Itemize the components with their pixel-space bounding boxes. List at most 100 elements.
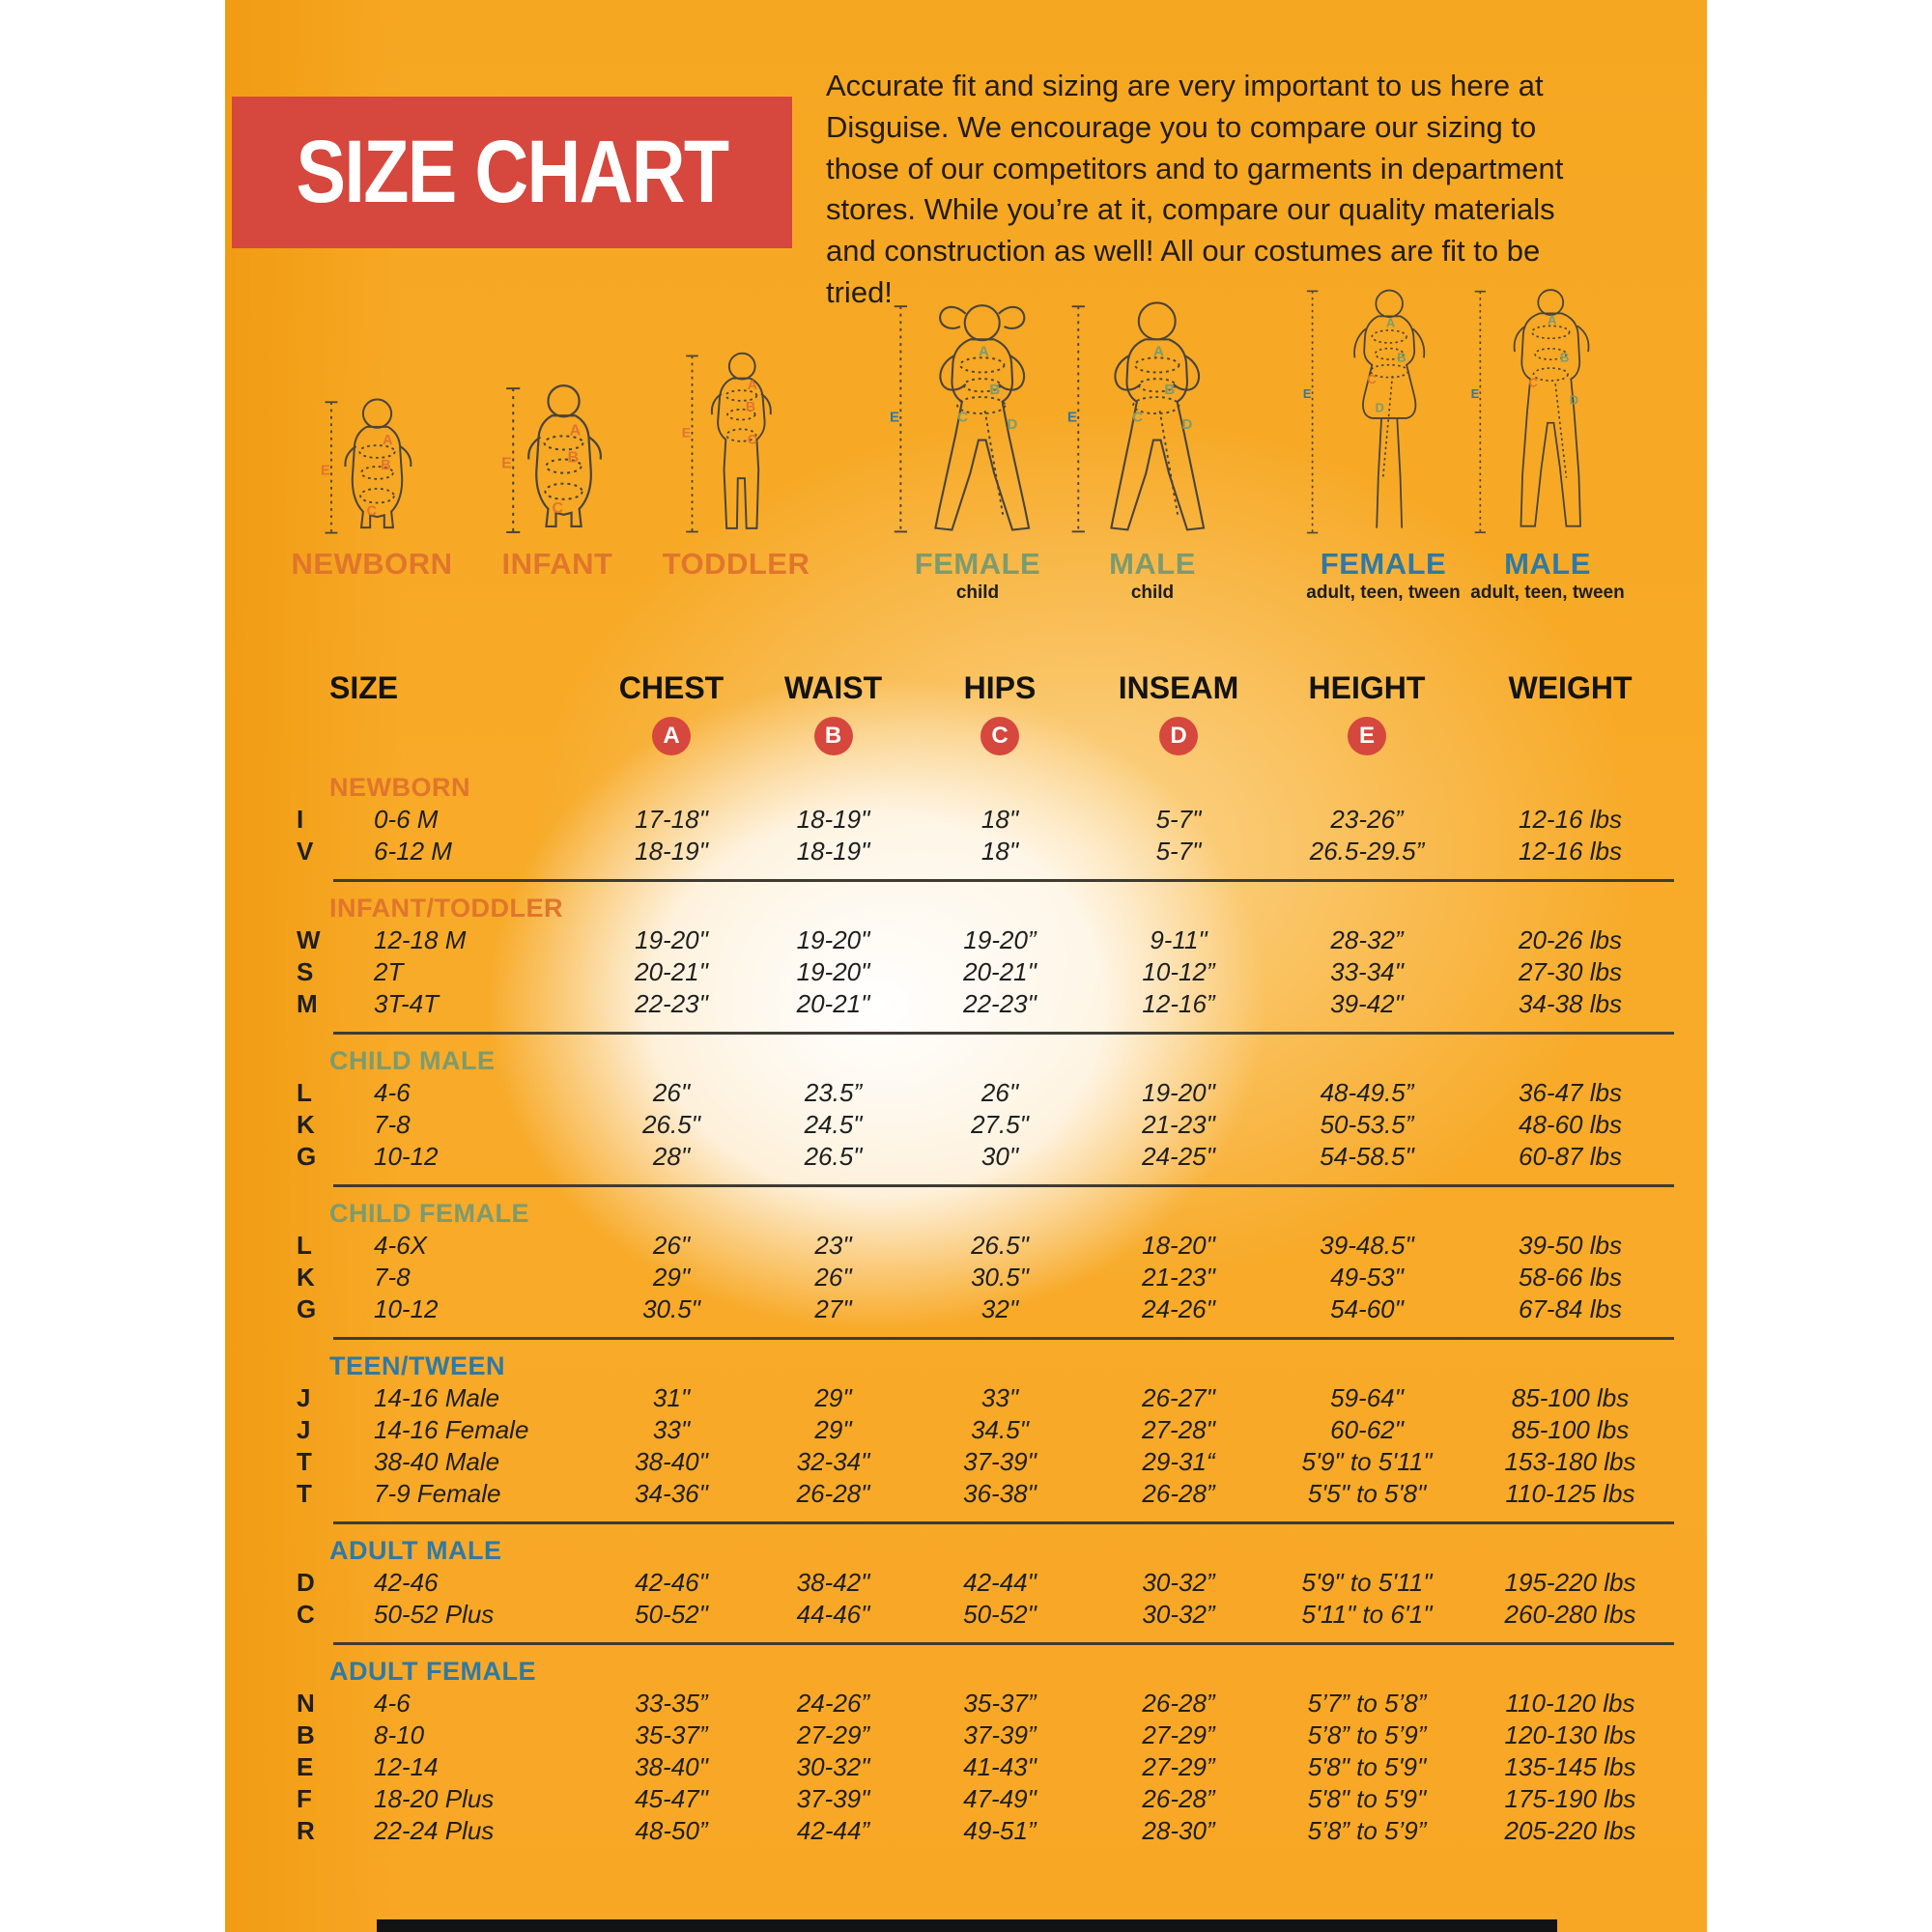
cell-hips: 32"	[980, 1294, 1019, 1323]
cell-weight: 34-38 lbs	[1519, 989, 1622, 1018]
cell-inseam: 12-16”	[1142, 989, 1215, 1018]
cell-height: 49-53"	[1330, 1263, 1404, 1292]
table-row: T 7-9 Female 34-36" 26-28" 36-38" 26-28” 5'5" …	[293, 1478, 1682, 1510]
cell-chest: 26"	[652, 1231, 691, 1260]
cell-hips: 22-23"	[963, 989, 1037, 1018]
cell-waist: 26.5"	[804, 1142, 863, 1171]
cell-size: 8-10	[374, 1720, 425, 1749]
cell-hips: 30"	[980, 1142, 1019, 1171]
svg-text:B: B	[989, 382, 1000, 398]
cell-inseam: 27-28"	[1142, 1415, 1215, 1444]
section-divider	[333, 1184, 1674, 1187]
cell-size: 12-14	[374, 1752, 439, 1781]
cell-inseam: 26-28”	[1142, 1479, 1215, 1508]
cell-hips: 19-20”	[963, 925, 1037, 954]
cell-chest: 42-46"	[635, 1568, 708, 1597]
figure-label-text: MALE	[1504, 547, 1591, 581]
cell-chest: 19-20"	[635, 925, 708, 954]
cell-weight: 153-180 lbs	[1504, 1447, 1636, 1476]
cell-size: 42-46	[374, 1568, 439, 1597]
cell-size: 14-16 Female	[374, 1415, 529, 1444]
cell-inseam: 28-30”	[1142, 1816, 1215, 1845]
cell-chest: 26"	[652, 1078, 691, 1107]
cell-inseam: 24-26"	[1142, 1294, 1215, 1323]
svg-text:C: C	[552, 499, 563, 517]
cell-code: K	[297, 1110, 315, 1139]
cell-height: 39-48.5"	[1320, 1231, 1414, 1260]
svg-text:A: A	[979, 343, 989, 359]
cell-weight: 260-280 lbs	[1504, 1600, 1636, 1629]
cell-height: 5’8” to 5’9”	[1307, 1720, 1427, 1749]
svg-text:E: E	[682, 425, 692, 440]
cell-code: F	[297, 1784, 312, 1813]
svg-text:B: B	[1164, 382, 1175, 398]
cell-code: K	[297, 1263, 315, 1292]
cell-hips: 42-44"	[963, 1568, 1037, 1597]
figure-label-text: INFANT	[501, 547, 613, 581]
cell-code: E	[297, 1752, 314, 1781]
size-chart-banner: SIZE CHART	[232, 97, 792, 248]
svg-text:A: A	[748, 378, 757, 393]
cell-chest: 17-18"	[635, 805, 708, 834]
table-row: J 14-16 Male 31" 29" 33" 26-27" 59-64" 85-100 l…	[293, 1382, 1682, 1414]
cell-inseam: 10-12”	[1142, 957, 1215, 986]
figure-label-text: NEWBORN	[291, 547, 453, 581]
cell-weight: 67-84 lbs	[1519, 1294, 1622, 1323]
section-divider	[333, 1337, 1674, 1340]
cell-inseam: 18-20"	[1142, 1231, 1215, 1260]
female-adult-label: FEMALE adult, teen, tween	[1258, 547, 1509, 604]
cell-weight: 120-130 lbs	[1504, 1720, 1636, 1749]
section-divider	[333, 1642, 1674, 1645]
table-row: I 0-6 M 17-18" 18-19" 18" 5-7" 23-26” 12-16 lbs	[293, 804, 1682, 836]
svg-text:B: B	[1560, 351, 1569, 365]
cell-waist: 26"	[814, 1263, 852, 1292]
cell-hips: 34.5"	[971, 1415, 1029, 1444]
cell-size: 38-40 Male	[374, 1447, 500, 1476]
section-title: CHILD FEMALE	[329, 1199, 529, 1228]
table-row: R 22-24 Plus 48-50” 42-44” 49-51” 28-30” 5’8” …	[293, 1815, 1682, 1847]
table-row: L 4-6 26" 23.5” 26" 19-20" 48-49.5” 36-47 lbs	[293, 1077, 1682, 1109]
cell-size: 6-12 M	[374, 837, 452, 866]
cell-height: 33-34"	[1330, 957, 1404, 986]
intro-paragraph: Accurate fit and sizing are very importa…	[826, 69, 1564, 309]
cell-size: 12-18 M	[374, 925, 467, 954]
cell-hips: 26"	[980, 1078, 1019, 1107]
measure-badge-e: E	[1348, 717, 1386, 755]
size-chart-page: SIZE CHART Accurate fit and sizing are v…	[225, 0, 1707, 1932]
cell-waist: 24-26”	[796, 1689, 870, 1718]
svg-text:A: A	[1153, 343, 1164, 359]
cell-waist: 30-32"	[796, 1752, 870, 1781]
section-divider	[333, 1521, 1674, 1524]
svg-text:C: C	[957, 410, 968, 426]
cell-code: G	[297, 1294, 317, 1323]
column-header-size: SIZE	[329, 669, 399, 705]
cell-weight: 12-16 lbs	[1519, 837, 1622, 866]
measure-badge-d: D	[1159, 717, 1198, 755]
cell-code: G	[297, 1142, 317, 1171]
cell-chest: 38-40"	[635, 1447, 708, 1476]
cell-code: J	[297, 1383, 311, 1412]
table-row: D 42-46 42-46" 38-42" 42-44" 30-32” 5'9" to 5'…	[293, 1567, 1682, 1599]
svg-text:C: C	[1529, 376, 1538, 390]
figure-sublabel-text: adult, teen, tween	[1306, 582, 1461, 603]
cell-weight: 205-220 lbs	[1504, 1816, 1636, 1845]
cell-chest: 22-23"	[635, 989, 708, 1018]
cell-inseam: 29-31“	[1142, 1447, 1215, 1476]
cell-size: 4-6	[374, 1689, 411, 1718]
cell-weight: 39-50 lbs	[1519, 1231, 1622, 1260]
cell-waist: 19-20"	[796, 925, 870, 954]
figure-illustrations: A B C E NEWBORN A B C E INFANT A B C E TODDLER A B C D E FEM…	[225, 0, 1707, 638]
cell-inseam: 30-32”	[1142, 1568, 1215, 1597]
cell-waist: 29"	[814, 1383, 852, 1412]
cell-size: 18-20 Plus	[374, 1784, 495, 1813]
cell-code: D	[297, 1568, 315, 1597]
cell-code: T	[297, 1479, 312, 1508]
svg-text:E: E	[501, 455, 512, 472]
cell-inseam: 5-7"	[1155, 837, 1202, 866]
cell-hips: 36-38"	[963, 1479, 1037, 1508]
cell-chest: 38-40"	[635, 1752, 708, 1781]
column-header-hips: HIPS	[963, 669, 1037, 705]
cell-inseam: 21-23"	[1142, 1263, 1215, 1292]
